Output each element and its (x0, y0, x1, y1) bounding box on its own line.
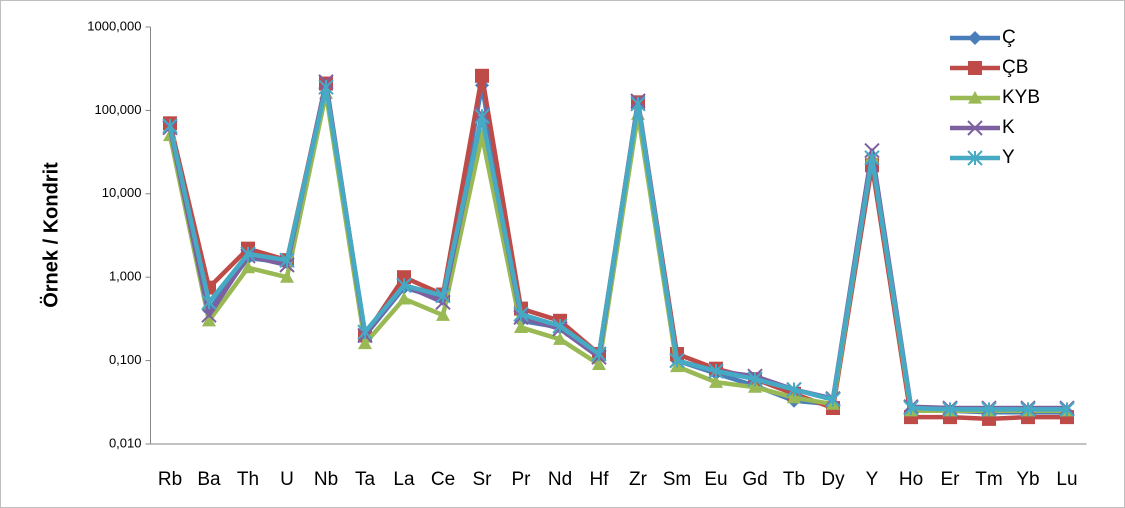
marker (747, 371, 763, 387)
marker (475, 68, 489, 83)
y-tick-label: 1,000 (109, 269, 142, 284)
x-tick-label: Gd (742, 469, 767, 490)
marker (357, 324, 373, 340)
legend-marker (968, 31, 982, 45)
x-tick-label: Hf (590, 469, 610, 490)
marker (241, 260, 255, 274)
marker (1020, 401, 1036, 418)
x-tick-label: Tm (975, 469, 1002, 490)
legend-marker (967, 120, 983, 136)
marker (592, 357, 606, 371)
marker (669, 352, 685, 369)
legend-label: KYB (1002, 87, 1040, 108)
y-axis-label: Örnek / Kondrit (39, 162, 62, 308)
marker (786, 381, 802, 398)
marker (474, 108, 490, 124)
marker (630, 96, 646, 112)
marker (318, 79, 334, 95)
x-tick-label: Nb (314, 469, 338, 490)
y-tick-label: 1000,000 (87, 18, 141, 33)
marker (591, 346, 607, 362)
y-tick-label: 10,000 (102, 185, 142, 200)
x-tick-label: Pr (512, 469, 532, 490)
marker (825, 391, 841, 408)
marker (202, 313, 216, 327)
legend-label: K (1002, 117, 1015, 138)
marker (709, 375, 723, 388)
marker (552, 318, 568, 334)
marker (903, 400, 919, 416)
x-tick-label: Sm (663, 469, 692, 490)
marker (942, 401, 958, 418)
legend-label: ÇB (1002, 57, 1028, 78)
y-tick-label: 100,000 (95, 102, 142, 117)
marker (397, 291, 411, 305)
x-tick-label: Ba (197, 469, 221, 490)
marker (864, 150, 880, 166)
x-tick-label: Sr (473, 469, 493, 490)
marker (1059, 401, 1075, 418)
x-tick-label: Eu (704, 469, 727, 490)
legend-label: Ç (1002, 27, 1016, 48)
marker (514, 320, 528, 334)
x-tick-label: Rb (158, 469, 182, 490)
marker (708, 363, 724, 379)
legend-label: Y (1002, 147, 1015, 168)
marker (201, 294, 217, 311)
marker (162, 118, 178, 134)
x-tick-label: Tb (783, 469, 805, 490)
y-tick-label: 0,100 (109, 352, 142, 367)
marker (553, 332, 567, 345)
marker (358, 336, 372, 350)
marker (240, 246, 256, 262)
legend-marker (968, 61, 982, 75)
x-tick-label: Y (866, 469, 879, 490)
x-tick-label: Th (237, 469, 259, 490)
x-tick-label: Ta (355, 469, 376, 490)
legend-marker (968, 91, 982, 104)
marker (435, 287, 451, 304)
series-line (167, 84, 1067, 412)
marker (396, 277, 412, 293)
x-tick-label: Dy (821, 469, 845, 490)
marker (864, 142, 880, 159)
x-tick-label: La (393, 469, 415, 490)
series (162, 79, 1075, 418)
marker (513, 306, 529, 322)
marker (436, 308, 450, 321)
legend-marker (967, 150, 983, 166)
x-tick-label: U (280, 469, 294, 490)
x-tick-label: Ce (431, 469, 455, 490)
x-tick-label: Er (941, 469, 961, 490)
x-tick-label: Zr (629, 469, 648, 490)
x-tick-label: Yb (1016, 469, 1039, 490)
marker (201, 307, 217, 323)
x-tick-label: Ho (899, 469, 923, 490)
x-tick-label: Lu (1056, 469, 1077, 490)
marker (279, 252, 295, 268)
y-tick-label: 0,010 (109, 435, 142, 450)
marker (748, 380, 762, 393)
marker (787, 390, 801, 404)
marker (280, 270, 294, 283)
marker (981, 401, 997, 418)
x-tick-label: Nd (548, 469, 572, 490)
